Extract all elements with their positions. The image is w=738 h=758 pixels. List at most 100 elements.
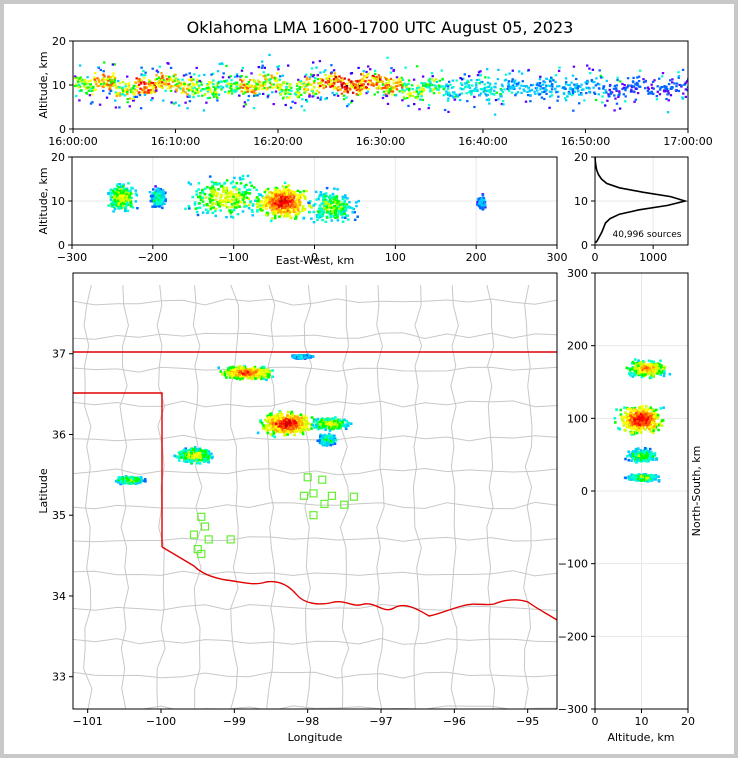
source-cell (403, 97, 406, 100)
source-cell (286, 187, 289, 191)
source-cell (190, 460, 194, 463)
source-cell (230, 200, 233, 203)
source-cell (125, 187, 129, 190)
source-cell (186, 93, 189, 96)
source-cell (372, 75, 375, 78)
source-cell (274, 210, 278, 213)
source-cell (165, 78, 169, 81)
source-cell (506, 87, 509, 91)
source-cell (188, 94, 191, 97)
source-cell (250, 184, 253, 187)
source-cell (254, 94, 257, 97)
source-cell (160, 81, 164, 84)
altitude-histogram-line (594, 156, 689, 244)
source-cell (478, 82, 481, 85)
source-cell (114, 85, 117, 88)
source-cell (295, 212, 298, 215)
source-cell (489, 82, 492, 85)
source-cell (420, 82, 423, 85)
source-cell (196, 206, 199, 210)
source-cell (115, 196, 119, 200)
source-cell (300, 426, 304, 429)
source-cell (196, 81, 199, 84)
source-cell (198, 462, 202, 465)
source-cell (129, 201, 133, 204)
source-cell (667, 92, 670, 95)
source-cell (276, 83, 279, 86)
source-cell (283, 198, 287, 201)
source-cell (636, 92, 640, 95)
source-cell (386, 102, 390, 105)
altitude-axis-tick-label: 0 (58, 239, 65, 252)
source-cell (682, 92, 685, 95)
source-cell (152, 198, 156, 201)
source-cell (174, 101, 177, 104)
source-cell (681, 97, 685, 100)
source-cell (130, 89, 134, 92)
source-cell (430, 78, 434, 81)
source-cell (246, 83, 249, 86)
source-cell (214, 207, 218, 211)
source-cell (287, 425, 291, 428)
source-cell (245, 191, 249, 195)
source-cell (274, 430, 277, 434)
source-cell (188, 87, 191, 90)
source-cell (465, 92, 468, 95)
source-cell (437, 88, 440, 91)
source-cell (164, 198, 167, 201)
source-cell (373, 83, 377, 86)
source-cell (675, 85, 678, 88)
source-cell (238, 367, 241, 370)
source-cell (408, 95, 411, 98)
source-cell (387, 84, 390, 87)
source-cell (350, 101, 353, 104)
source-cell (143, 86, 147, 89)
source-cell (293, 421, 296, 425)
source-cell (135, 95, 139, 98)
time-axis-tick-label: 16:50:00 (561, 135, 610, 148)
source-cell (264, 74, 267, 77)
source-cell (271, 195, 275, 198)
source-cell (540, 91, 544, 94)
source-cell (400, 78, 403, 81)
source-cell (192, 96, 195, 99)
source-cell (255, 87, 259, 90)
source-cell (118, 189, 122, 192)
source-cell (333, 187, 336, 190)
source-cell (335, 199, 339, 202)
source-cell (107, 75, 110, 78)
source-cell (340, 206, 343, 209)
source-cell (241, 80, 244, 83)
source-cell (291, 209, 294, 212)
source-cell (497, 98, 500, 101)
source-cell (429, 88, 432, 91)
source-cell (204, 454, 207, 457)
source-cell (330, 64, 333, 67)
source-cell (226, 191, 229, 194)
source-cell (372, 84, 375, 87)
source-cell (531, 83, 535, 87)
source-cell (381, 86, 385, 89)
source-cell (261, 209, 264, 212)
source-cell (295, 206, 299, 210)
source-cell (279, 197, 283, 200)
source-cell (353, 218, 357, 221)
source-cell (270, 415, 274, 419)
source-cell (199, 192, 202, 195)
source-cell (554, 80, 557, 83)
source-cell (201, 188, 204, 192)
county-boundaries (73, 284, 557, 709)
altitude-time-panel: 16:00:00 16:10:00 16:20:00 16:30:00 16:40:00… (37, 35, 713, 148)
source-cell (592, 86, 595, 89)
source-cell (273, 188, 277, 191)
source-cell (299, 201, 303, 204)
source-cell (241, 198, 245, 201)
source-cell (152, 82, 155, 85)
source-cell (97, 80, 101, 83)
source-cell (133, 93, 136, 97)
source-cell (245, 88, 248, 91)
source-cell (194, 89, 197, 92)
source-cell (360, 87, 363, 91)
source-cell (347, 78, 351, 81)
